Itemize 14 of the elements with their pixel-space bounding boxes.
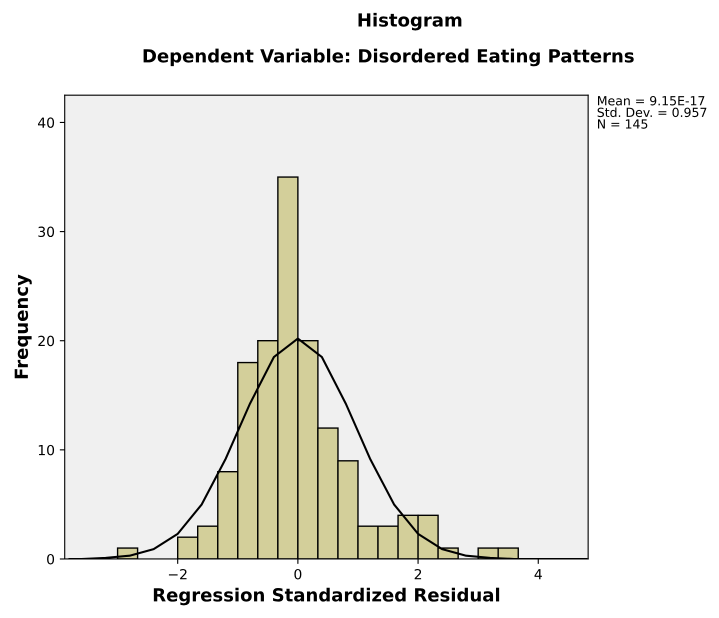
y-tick-label: 30 bbox=[38, 226, 54, 238]
x-tick-label: 4 bbox=[534, 569, 542, 580]
chart-title: Histogram bbox=[358, 12, 462, 30]
x-axis-title: Regression Standardized Residual bbox=[154, 588, 500, 606]
x-tick-label: 2 bbox=[414, 568, 422, 580]
x-tick-label: 0 bbox=[294, 568, 302, 580]
x-tick-label: −2 bbox=[168, 568, 187, 580]
text: Mean = 9.15E-17 Std. Dev. = 0.957 N = 145 bbox=[598, 96, 706, 129]
y-axis-title: Frequency bbox=[14, 274, 32, 378]
chart-subtitle: Dependent Variable: Disordered Eating Patterns bbox=[144, 48, 634, 66]
y-tick-label: 40 bbox=[38, 117, 54, 128]
y-tick-label: 0 bbox=[47, 554, 54, 564]
y-tick-label: 10 bbox=[38, 444, 54, 456]
y-tick-label: 20 bbox=[38, 336, 54, 346]
